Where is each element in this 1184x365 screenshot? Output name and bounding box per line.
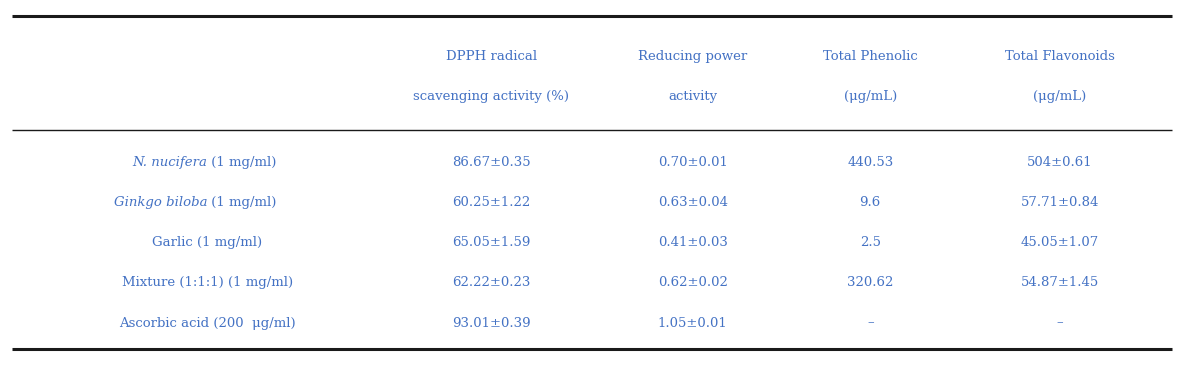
Text: N. nucifera: N. nucifera <box>133 156 207 169</box>
Text: 60.25±1.22: 60.25±1.22 <box>452 196 530 209</box>
Text: 93.01±0.39: 93.01±0.39 <box>452 316 530 330</box>
Text: 0.62±0.02: 0.62±0.02 <box>657 276 728 289</box>
Text: 9.6: 9.6 <box>860 196 881 209</box>
Text: Ascorbic acid (200  μg/ml): Ascorbic acid (200 μg/ml) <box>118 316 296 330</box>
Text: 1.05±0.01: 1.05±0.01 <box>658 316 727 330</box>
Text: 45.05±1.07: 45.05±1.07 <box>1021 236 1099 249</box>
Text: 65.05±1.59: 65.05±1.59 <box>452 236 530 249</box>
Text: 0.63±0.04: 0.63±0.04 <box>657 196 728 209</box>
Text: DPPH radical: DPPH radical <box>446 50 536 63</box>
Text: –: – <box>1056 316 1063 330</box>
Text: scavenging activity (%): scavenging activity (%) <box>413 90 570 103</box>
Text: Total Flavonoids: Total Flavonoids <box>1005 50 1114 63</box>
Text: (1 mg/ml): (1 mg/ml) <box>207 156 277 169</box>
Text: –: – <box>867 316 874 330</box>
Text: 440.53: 440.53 <box>847 156 894 169</box>
Text: Total Phenolic: Total Phenolic <box>823 50 918 63</box>
Text: Mixture (1:1:1) (1 mg/ml): Mixture (1:1:1) (1 mg/ml) <box>122 276 292 289</box>
Text: Reducing power: Reducing power <box>638 50 747 63</box>
Text: (μg/mL): (μg/mL) <box>844 90 896 103</box>
Text: 57.71±0.84: 57.71±0.84 <box>1021 196 1099 209</box>
Text: 54.87±1.45: 54.87±1.45 <box>1021 276 1099 289</box>
Text: 0.70±0.01: 0.70±0.01 <box>657 156 728 169</box>
Text: 62.22±0.23: 62.22±0.23 <box>452 276 530 289</box>
Text: 2.5: 2.5 <box>860 236 881 249</box>
Text: activity: activity <box>668 90 718 103</box>
Text: 86.67±0.35: 86.67±0.35 <box>452 156 530 169</box>
Text: (μg/mL): (μg/mL) <box>1034 90 1086 103</box>
Text: Garlic (1 mg/ml): Garlic (1 mg/ml) <box>152 236 263 249</box>
Text: 0.41±0.03: 0.41±0.03 <box>657 236 728 249</box>
Text: 320.62: 320.62 <box>847 276 894 289</box>
Text: Ginkgo biloba: Ginkgo biloba <box>114 196 207 209</box>
Text: (1 mg/ml): (1 mg/ml) <box>207 196 277 209</box>
Text: 504±0.61: 504±0.61 <box>1027 156 1093 169</box>
